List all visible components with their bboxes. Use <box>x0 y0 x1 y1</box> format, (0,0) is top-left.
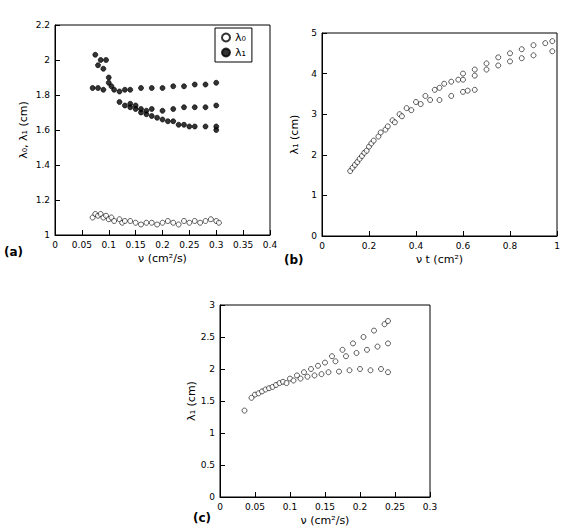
svg-text:1.8: 1.8 <box>36 90 51 100</box>
svg-text:0.25: 0.25 <box>179 240 199 250</box>
svg-text:1: 1 <box>44 230 50 240</box>
svg-text:0.1: 0.1 <box>102 240 116 250</box>
svg-text:λ₁ (cm): λ₁ (cm) <box>185 381 198 421</box>
svg-text:1: 1 <box>311 190 317 200</box>
svg-text:0.25: 0.25 <box>385 502 405 512</box>
svg-text:0.4: 0.4 <box>409 241 424 251</box>
svg-text:0.4: 0.4 <box>263 240 278 250</box>
svg-text:1.2: 1.2 <box>36 195 50 205</box>
svg-text:2: 2 <box>311 150 317 160</box>
svg-text:0.2: 0.2 <box>353 502 367 512</box>
svg-text:1.6: 1.6 <box>36 125 51 135</box>
svg-text:ν (cm²/s): ν (cm²/s) <box>138 252 187 265</box>
svg-text:0: 0 <box>217 502 223 512</box>
svg-text:ν t (cm²): ν t (cm²) <box>416 253 463 266</box>
svg-text:2.2: 2.2 <box>36 20 50 30</box>
svg-text:λ₁ (cm): λ₁ (cm) <box>288 115 301 155</box>
svg-text:0.6: 0.6 <box>456 241 471 251</box>
svg-text:1.5: 1.5 <box>201 396 215 406</box>
svg-text:0.2: 0.2 <box>155 240 169 250</box>
svg-text:0: 0 <box>52 240 58 250</box>
svg-text:λ₀, λ₁ (cm): λ₀, λ₁ (cm) <box>17 101 30 159</box>
svg-text:2: 2 <box>44 55 50 65</box>
svg-text:2.5: 2.5 <box>201 332 215 342</box>
svg-text:(b): (b) <box>284 253 304 267</box>
svg-text:4: 4 <box>311 69 317 79</box>
svg-text:1.4: 1.4 <box>36 160 51 170</box>
svg-text:0.05: 0.05 <box>245 502 265 512</box>
svg-text:0.35: 0.35 <box>233 240 253 250</box>
svg-text:(c): (c) <box>193 511 211 525</box>
svg-text:3: 3 <box>209 300 215 310</box>
svg-text:λ₁: λ₁ <box>235 46 246 59</box>
svg-text:0: 0 <box>319 241 325 251</box>
svg-text:5: 5 <box>311 28 317 38</box>
svg-text:0: 0 <box>311 231 317 241</box>
svg-text:0.15: 0.15 <box>126 240 146 250</box>
svg-text:1: 1 <box>554 241 560 251</box>
svg-text:0.05: 0.05 <box>72 240 92 250</box>
svg-text:(a): (a) <box>4 245 23 259</box>
svg-text:0.3: 0.3 <box>209 240 223 250</box>
svg-text:0.3: 0.3 <box>423 502 437 512</box>
svg-text:2: 2 <box>209 364 215 374</box>
svg-text:0.5: 0.5 <box>201 460 215 470</box>
svg-text:0: 0 <box>209 492 215 502</box>
svg-text:0.2: 0.2 <box>362 241 376 251</box>
svg-text:ν (cm²/s): ν (cm²/s) <box>301 514 350 527</box>
svg-text:0.15: 0.15 <box>315 502 335 512</box>
svg-text:1: 1 <box>209 428 215 438</box>
svg-text:3: 3 <box>311 109 317 119</box>
svg-text:0.8: 0.8 <box>503 241 518 251</box>
svg-text:λ₀: λ₀ <box>235 31 247 44</box>
svg-text:0.1: 0.1 <box>283 502 297 512</box>
